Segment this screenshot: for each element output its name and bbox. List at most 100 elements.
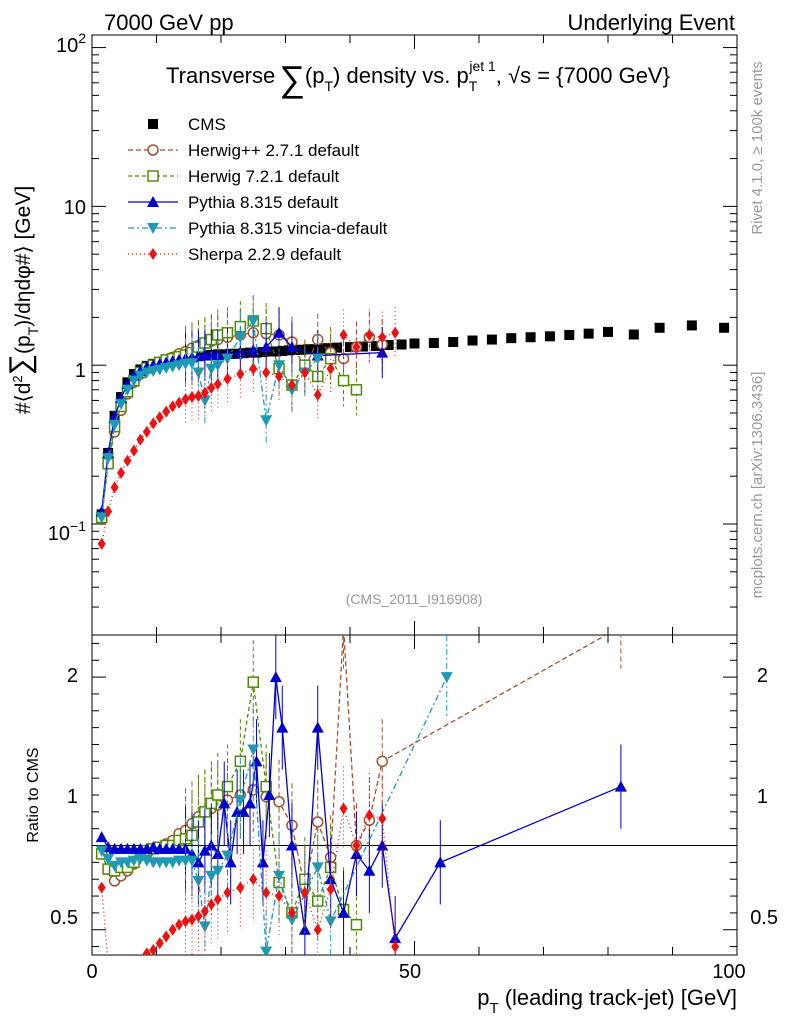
- data-point-vincia: [121, 384, 134, 396]
- ratio-point-sherpa: [104, 957, 112, 969]
- ratio-point-vincia: [221, 850, 234, 862]
- ratio-point-vincia: [273, 870, 286, 882]
- ratio-point-sherpa: [181, 915, 190, 928]
- ratio-point-sherpa: [391, 940, 400, 953]
- data-point-cms: [525, 332, 536, 343]
- header-right: Underlying Event: [567, 10, 735, 35]
- legend-marker-herwigpp: [147, 144, 159, 156]
- data-point-vincia: [198, 395, 211, 407]
- legend-marker-vincia: [147, 223, 159, 234]
- y-tick-label-100: 102: [56, 30, 86, 57]
- data-point-cms: [277, 345, 288, 356]
- ratio-point-vincia: [234, 795, 247, 807]
- data-point-vincia: [102, 453, 115, 465]
- ratio-point-herwig7: [260, 780, 272, 793]
- data-point-cms: [383, 340, 394, 351]
- ratio-point-sherpa: [223, 886, 232, 899]
- y-tick-label-0.1: 10−1: [48, 518, 86, 545]
- ratio-point-herwig7: [350, 918, 363, 931]
- ratio-y-tick-labels: 2 1 0.5 2 1 0.5: [50, 665, 778, 929]
- axes-layer: [91, 35, 738, 955]
- data-point-cms: [628, 329, 639, 340]
- data-point-pythia: [234, 346, 247, 358]
- ratio-point-pythia: [244, 797, 257, 809]
- data-point-cms: [409, 338, 420, 349]
- ratio-point-sherpa: [249, 873, 258, 886]
- ratio-point-sherpa: [97, 881, 106, 894]
- data-point-cms: [448, 336, 459, 347]
- y-axis-label: #⟨d2∑(pT)/dηdφ#⟩ [GeV]: [4, 186, 41, 414]
- ratio-point-pythia: [218, 797, 231, 809]
- ratio-point-herwigpp: [616, 622, 626, 632]
- ratio-line-pythia: [101, 677, 622, 941]
- data-point-cms: [332, 342, 343, 353]
- main-y-tick-labels: 102 10 1 10−1: [48, 30, 86, 545]
- y-tick-label-1: 1: [75, 360, 86, 382]
- ratio-tick-label-1-left: 1: [67, 786, 78, 808]
- ratio-point-herwig7: [221, 780, 234, 793]
- analysis-tag: (CMS_2011_I916908): [346, 591, 483, 607]
- data-point-herwig7: [337, 374, 350, 387]
- data-point-cms: [467, 335, 478, 346]
- data-point-vincia: [134, 370, 147, 382]
- ratio-point-vincia: [440, 672, 453, 684]
- data-point-vincia: [247, 315, 260, 327]
- data-point-sherpa: [300, 366, 309, 379]
- data-point-cms: [428, 337, 439, 348]
- legend-label-pythia: Pythia 8.315 default: [188, 193, 339, 212]
- ratio-series-herwigpp: [95, 622, 626, 930]
- ratio-point-vincia: [211, 865, 224, 877]
- series-vincia: [95, 295, 324, 524]
- ratio-point-sherpa: [207, 898, 216, 911]
- ratio-point-pythia: [198, 844, 211, 856]
- legend-marker-sherpa: [149, 248, 157, 260]
- data-point-vincia: [127, 375, 140, 387]
- data-point-sherpa: [136, 433, 145, 446]
- ratio-point-sherpa: [149, 943, 158, 955]
- x-tick-labels: 0 50 100: [86, 961, 745, 983]
- data-point-pythia: [273, 326, 286, 338]
- ratio-point-pythia: [614, 780, 627, 792]
- ratio-tick-label-0.5-left: 0.5: [50, 907, 78, 929]
- x-tick-label-50: 50: [399, 961, 421, 983]
- legend-label-cms: CMS: [188, 115, 226, 134]
- data-point-vincia: [211, 360, 224, 372]
- data-point-vincia: [311, 353, 324, 365]
- ratio-point-sherpa: [200, 905, 209, 918]
- data-point-vincia: [234, 332, 247, 344]
- ratio-point-vincia: [324, 916, 337, 928]
- data-point-vincia: [273, 360, 286, 372]
- data-point-vincia: [115, 398, 128, 410]
- data-point-cms: [654, 322, 665, 333]
- ratio-point-pythia: [263, 789, 276, 800]
- data-point-sherpa: [117, 466, 126, 479]
- ratio-point-sherpa: [287, 906, 296, 919]
- series-herwig7: [95, 295, 363, 524]
- ratio-point-sherpa: [168, 923, 177, 936]
- data-point-cms: [370, 341, 381, 352]
- ratio-point-sherpa: [339, 802, 348, 815]
- data-point-sherpa: [181, 393, 190, 406]
- ratio-plot-frame: [91, 634, 738, 956]
- x-axis-label: pT (leading track-jet) [GeV]: [477, 985, 737, 1017]
- ratio-point-pythia: [205, 839, 218, 851]
- ratio-series-pythia: [95, 635, 627, 955]
- data-point-sherpa: [207, 381, 216, 394]
- legend-label-herwigpp: Herwig++ 2.7.1 default: [188, 141, 359, 160]
- data-point-vincia: [221, 353, 234, 365]
- ratio-point-sherpa: [142, 947, 151, 955]
- data-point-cms: [544, 331, 555, 342]
- data-point-sherpa: [313, 388, 322, 401]
- header-left: 7000 GeV pp: [104, 10, 234, 35]
- data-point-sherpa: [249, 362, 258, 375]
- ratio-series-sherpa: [97, 766, 400, 969]
- ratio-data-layer: [95, 622, 627, 969]
- x-tick-label-100: 100: [712, 961, 745, 983]
- data-point-cms: [396, 339, 407, 350]
- data-point-vincia: [260, 415, 273, 427]
- data-point-cms: [506, 333, 517, 344]
- data-point-sherpa: [352, 341, 361, 354]
- data-point-sherpa: [142, 425, 151, 438]
- ratio-point-vincia: [285, 914, 298, 926]
- ratio-tick-label-2-left: 2: [67, 665, 78, 687]
